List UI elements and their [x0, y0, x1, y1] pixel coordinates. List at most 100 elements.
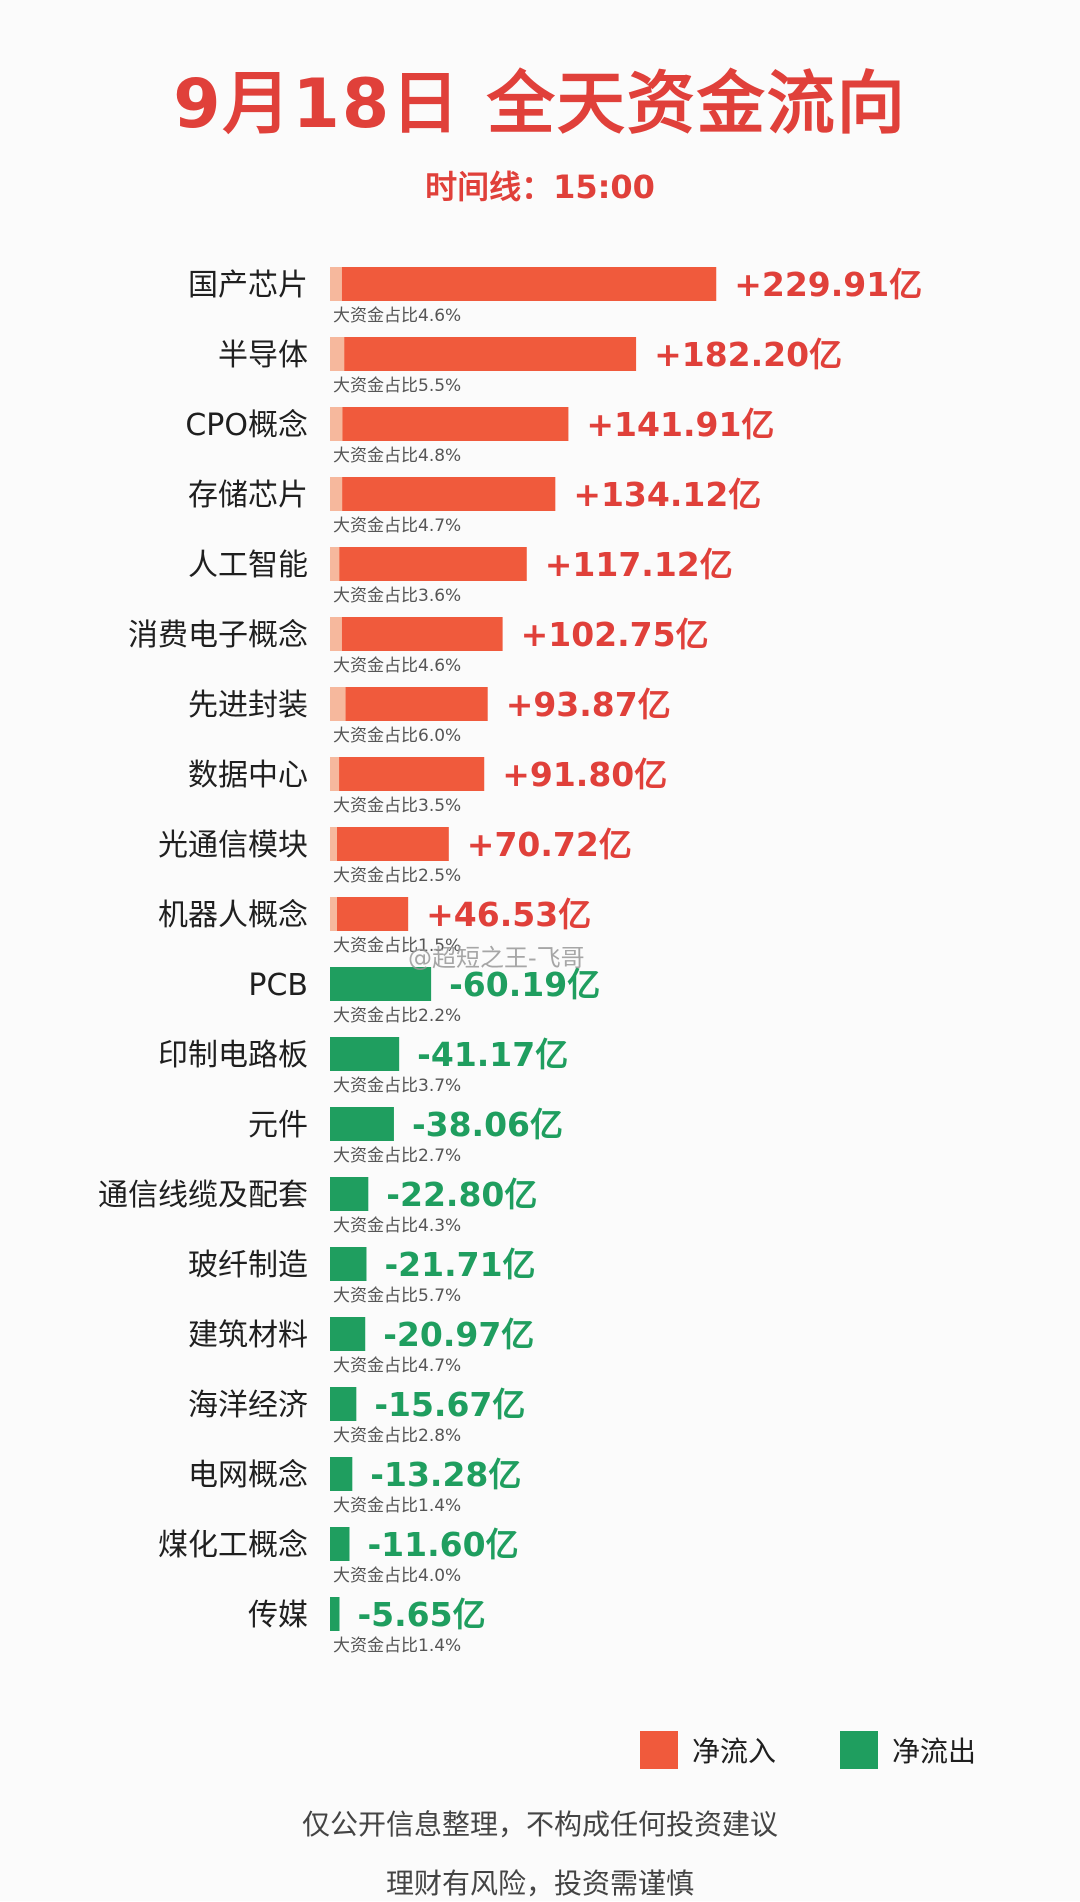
share-label: 大资金占比4.0%: [333, 1566, 461, 1586]
category-label: 通信线缆及配套: [98, 1178, 308, 1213]
share-label: 大资金占比3.6%: [333, 586, 461, 606]
value-label: -21.71亿: [384, 1245, 535, 1284]
share-label: 大资金占比4.6%: [333, 306, 461, 326]
inflow-bar: [330, 897, 409, 931]
value-label: -13.28亿: [370, 1455, 521, 1494]
share-label: 大资金占比3.7%: [333, 1076, 461, 1096]
value-label: -60.19亿: [449, 965, 600, 1004]
outflow-bar: [330, 1037, 400, 1071]
outflow-bar: [330, 1107, 394, 1141]
value-label: +229.91亿: [734, 265, 922, 304]
inflow-bar: [330, 547, 527, 581]
share-label: 大资金占比2.2%: [333, 1006, 461, 1026]
category-label: 光通信模块: [158, 828, 308, 863]
outflow-bar: [330, 1177, 369, 1211]
large-fund-share-segment: [330, 897, 337, 931]
share-label: 大资金占比5.5%: [333, 376, 461, 396]
category-label: CPO概念: [185, 408, 308, 443]
category-label: 人工智能: [188, 548, 308, 583]
share-label: 大资金占比4.3%: [333, 1216, 461, 1236]
outflow-bar: [330, 1247, 367, 1281]
share-label: 大资金占比5.7%: [333, 1286, 461, 1306]
share-label: 大资金占比4.8%: [333, 446, 461, 466]
category-label: 先进封装: [188, 688, 308, 723]
large-fund-share-segment: [330, 477, 343, 511]
category-label: 国产芯片: [188, 268, 308, 303]
disclaimer-line-2: 理财有风险，投资需谨慎: [385, 1867, 694, 1900]
value-label: +141.91亿: [586, 405, 774, 444]
large-fund-share-segment: [330, 687, 346, 721]
legend-inflow-label: 净流入: [692, 1735, 777, 1768]
value-label: -38.06亿: [412, 1105, 563, 1144]
inflow-bar: [330, 337, 637, 371]
large-fund-share-segment: [330, 617, 342, 651]
value-label: +182.20亿: [654, 335, 842, 374]
outflow-bar: [330, 1597, 340, 1631]
inflow-bar: [330, 757, 485, 791]
share-label: 大资金占比4.7%: [333, 516, 461, 536]
share-label: 大资金占比2.7%: [333, 1146, 461, 1166]
outflow-bar: [330, 1457, 353, 1491]
value-label: -41.17亿: [417, 1035, 568, 1074]
share-label: 大资金占比2.5%: [333, 866, 461, 886]
category-label: 数据中心: [188, 758, 308, 793]
outflow-bar: [330, 967, 432, 1001]
inflow-bar: [330, 407, 569, 441]
legend-outflow-swatch: [840, 1731, 879, 1769]
category-label: 存储芯片: [188, 478, 308, 513]
category-label: 半导体: [218, 338, 308, 373]
large-fund-share-segment: [330, 827, 337, 861]
category-label: 传媒: [248, 1598, 308, 1633]
category-label: 消费电子概念: [128, 618, 308, 653]
value-label: +91.80亿: [502, 755, 667, 794]
page-title: 9月18日 全天资金流向: [173, 65, 907, 144]
outflow-bar: [330, 1317, 366, 1351]
category-label: PCB: [248, 968, 308, 1003]
legend-inflow-swatch: [640, 1731, 678, 1769]
large-fund-share-segment: [330, 547, 340, 581]
value-label: -5.65亿: [357, 1595, 485, 1634]
outflow-bar: [330, 1387, 357, 1421]
share-label: 大资金占比4.7%: [333, 1356, 461, 1376]
category-label: 建筑材料: [188, 1318, 308, 1353]
value-label: -20.97亿: [383, 1315, 534, 1354]
value-label: +134.12亿: [573, 475, 761, 514]
category-label: 电网概念: [188, 1458, 308, 1493]
share-label: 大资金占比1.5%: [333, 936, 461, 956]
page-subtitle: 时间线：15:00: [425, 168, 655, 206]
inflow-bar: [330, 477, 556, 511]
inflow-bar: [330, 687, 488, 721]
large-fund-share-segment: [330, 337, 345, 371]
inflow-bar: [330, 827, 449, 861]
value-label: +46.53亿: [426, 895, 591, 934]
value-label: -15.67亿: [374, 1385, 525, 1424]
value-label: +117.12亿: [545, 545, 733, 584]
share-label: 大资金占比1.4%: [333, 1496, 461, 1516]
large-fund-share-segment: [330, 267, 342, 301]
category-label: 煤化工概念: [158, 1528, 308, 1563]
inflow-bar: [330, 617, 503, 651]
disclaimer-line-1: 仅公开信息整理，不构成任何投资建议: [301, 1808, 778, 1841]
large-fund-share-segment: [330, 757, 340, 791]
value-label: +93.87亿: [506, 685, 671, 724]
watermark-text: @超短之王-飞哥: [408, 944, 585, 972]
share-label: 大资金占比4.6%: [333, 656, 461, 676]
value-label: +102.75亿: [521, 615, 709, 654]
chart-legend: 净流入 净流出: [640, 1730, 1026, 1770]
category-label: 海洋经济: [188, 1388, 308, 1423]
share-label: 大资金占比2.8%: [333, 1426, 461, 1446]
legend-outflow-label: 净流出: [892, 1735, 977, 1768]
category-label: 玻纤制造: [188, 1248, 308, 1283]
share-label: 大资金占比6.0%: [333, 726, 461, 746]
category-label: 机器人概念: [158, 898, 308, 933]
value-label: +70.72亿: [467, 825, 632, 864]
category-label: 元件: [248, 1108, 308, 1143]
share-label: 大资金占比1.4%: [333, 1636, 461, 1656]
outflow-bar: [330, 1527, 350, 1561]
value-label: -22.80亿: [386, 1175, 537, 1214]
category-label: 印制电路板: [158, 1038, 308, 1073]
inflow-bar: [330, 267, 717, 301]
large-fund-share-segment: [330, 407, 343, 441]
